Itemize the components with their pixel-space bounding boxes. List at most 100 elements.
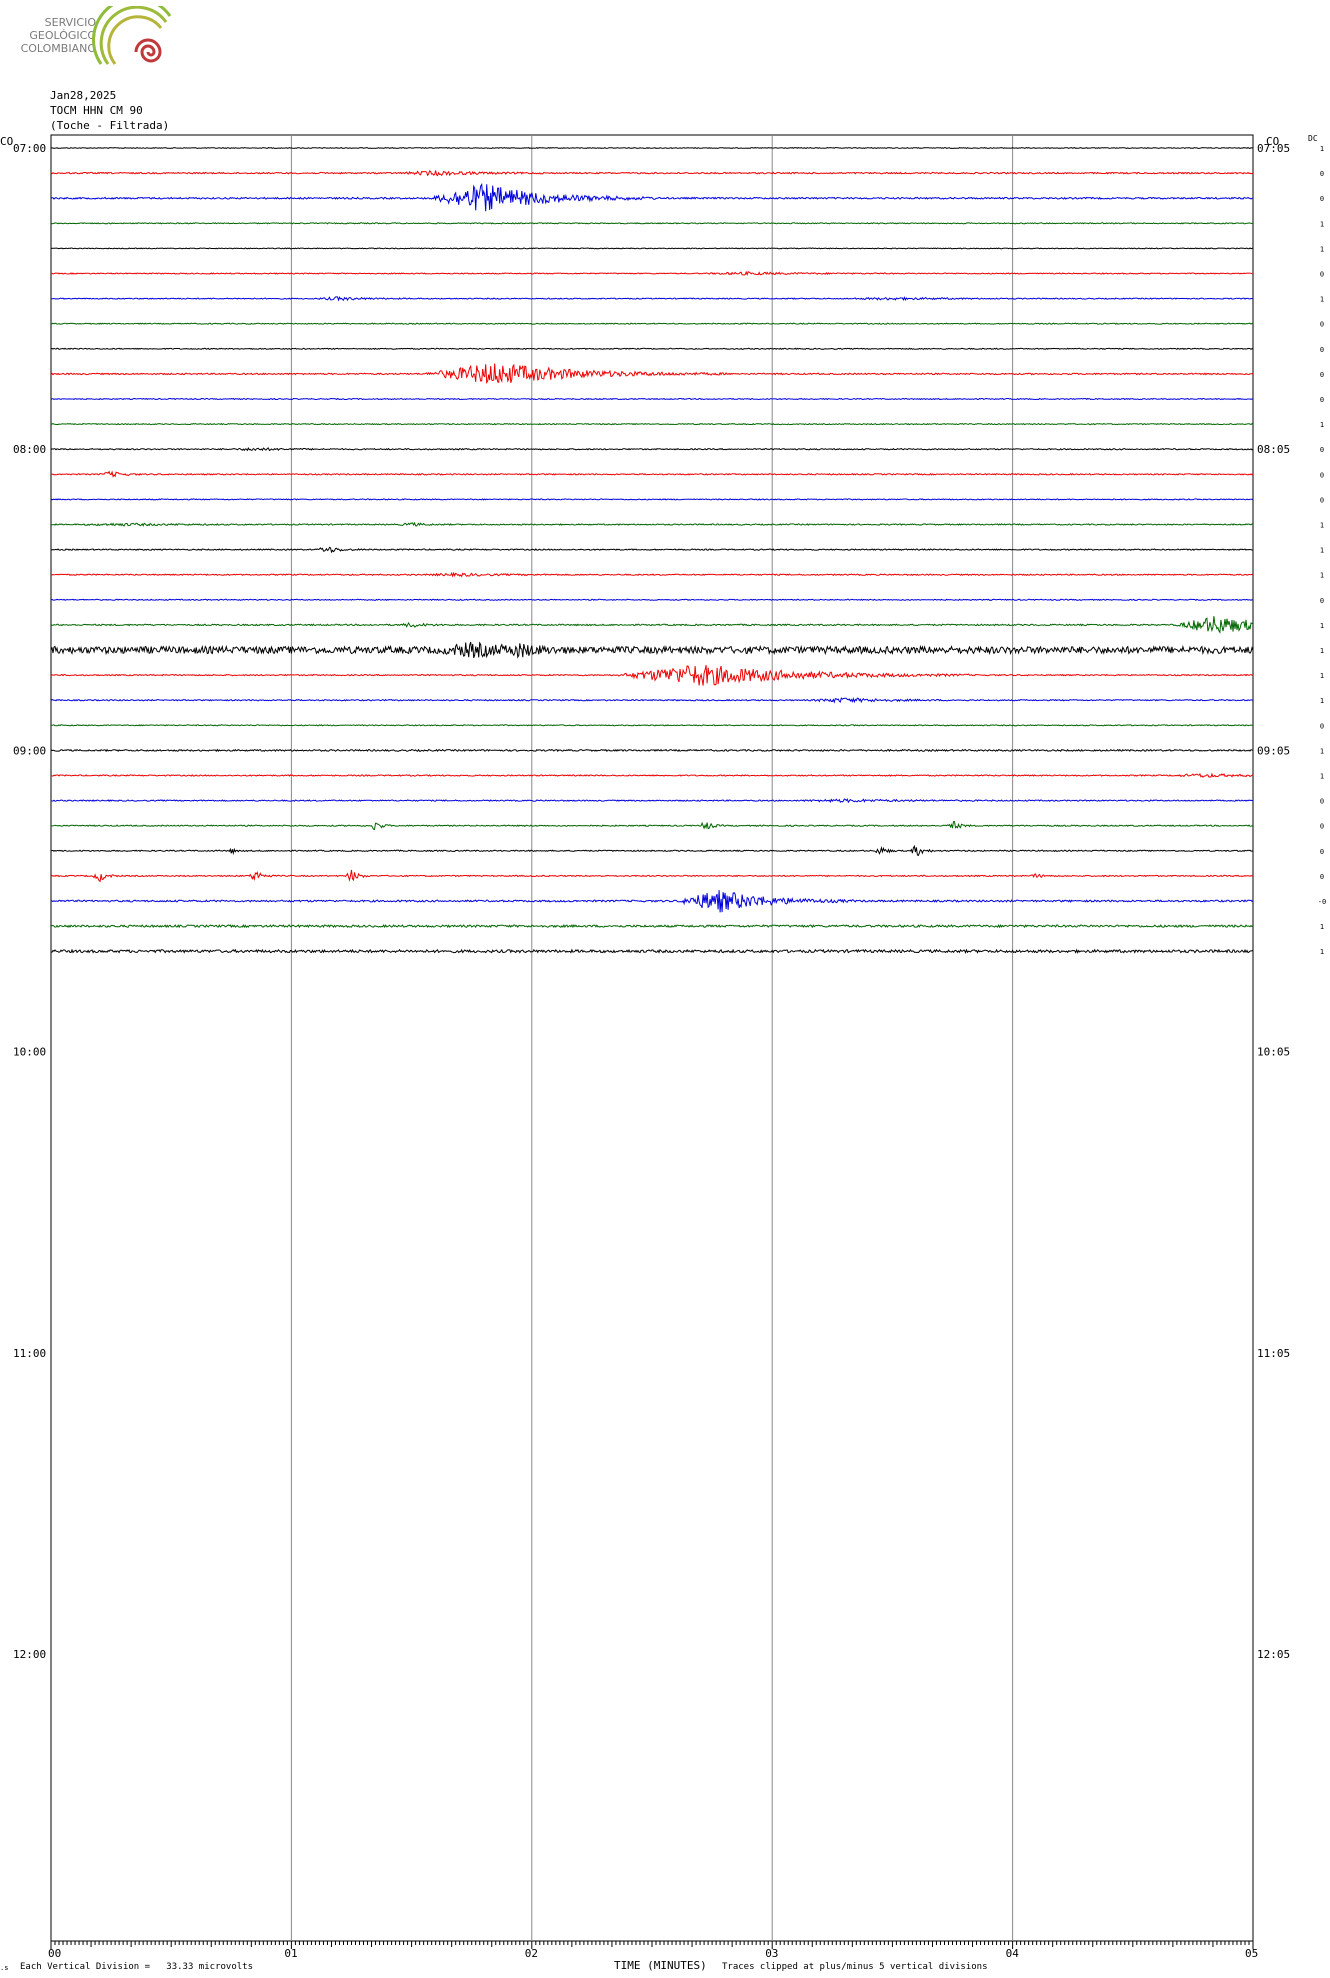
trace-row-6 bbox=[50, 296, 1254, 302]
dc-value: 0 bbox=[1320, 496, 1324, 504]
hour-label-right: 12:05 bbox=[1257, 1648, 1290, 1661]
trace-row-4 bbox=[50, 247, 1254, 250]
header-location: (Toche - Filtrada) bbox=[50, 119, 170, 132]
trace-row-17 bbox=[50, 571, 1254, 578]
trace-row-15 bbox=[50, 521, 1254, 527]
dc-value: 0 bbox=[1320, 848, 1324, 856]
footer-mark: .s bbox=[0, 1964, 9, 1972]
logo-spiral-icon bbox=[91, 6, 172, 65]
trace-row-7 bbox=[50, 322, 1254, 325]
dc-value: 1 bbox=[1320, 672, 1324, 680]
trace-row-27 bbox=[50, 821, 1254, 831]
dc-value: 1 bbox=[1320, 773, 1324, 781]
footer-scale-note: Each Vertical Division = 33.33 microvolt… bbox=[20, 1962, 253, 1972]
logo-line-3: COLOMBIANO bbox=[20, 42, 96, 55]
dc-value: 1 bbox=[1320, 145, 1324, 153]
dc-value: 1 bbox=[1320, 923, 1324, 931]
hour-label-right: 11:05 bbox=[1257, 1347, 1290, 1360]
trace-row-11 bbox=[50, 422, 1254, 426]
logo-line-2: GEOLÓGICO bbox=[29, 29, 96, 42]
trace-row-16 bbox=[50, 546, 1254, 554]
dc-value: 0 bbox=[1320, 798, 1324, 806]
dc-value: 0 bbox=[1320, 873, 1324, 881]
dc-value: 0 bbox=[1320, 597, 1324, 605]
dc-value: -0 bbox=[1318, 898, 1326, 906]
hour-label-left: 10:00 bbox=[13, 1046, 46, 1059]
trace-row-21 bbox=[50, 664, 1254, 686]
trace-row-8 bbox=[50, 347, 1254, 351]
dc-value: 0 bbox=[1320, 371, 1324, 379]
trace-row-13 bbox=[50, 470, 1254, 478]
trace-row-32 bbox=[50, 948, 1254, 954]
trace-row-12 bbox=[50, 447, 1254, 452]
dc-value: 1 bbox=[1320, 948, 1324, 956]
hour-label-right: 10:05 bbox=[1257, 1046, 1290, 1059]
trace-row-26 bbox=[50, 798, 1254, 804]
dc-value: 1 bbox=[1320, 522, 1324, 530]
corner-label-left: CO bbox=[0, 135, 14, 148]
hour-label-left: 09:00 bbox=[13, 744, 46, 757]
dc-value: 1 bbox=[1320, 622, 1324, 630]
trace-row-9 bbox=[50, 363, 1254, 384]
x-tick-label: 00 bbox=[48, 1947, 61, 1960]
trace-row-20 bbox=[50, 641, 1254, 659]
plot-frame bbox=[50, 134, 1254, 1942]
trace-row-19 bbox=[50, 616, 1254, 634]
dc-value: 1 bbox=[1320, 220, 1324, 228]
trace-row-5 bbox=[50, 270, 1254, 277]
header-date: Jan28,2025 bbox=[50, 89, 117, 102]
hour-label-left: 07:00 bbox=[13, 142, 46, 155]
logo-text: SERVICIO GEOLÓGICO COLOMBIANO bbox=[6, 16, 96, 55]
dc-value: 0 bbox=[1320, 346, 1324, 354]
hour-label-right: 07:05 bbox=[1257, 142, 1290, 155]
trace-row-29 bbox=[50, 869, 1254, 883]
header-station: TOCM HHN CM 90 bbox=[50, 104, 143, 117]
hour-label-left: 11:00 bbox=[13, 1347, 46, 1360]
trace-row-2 bbox=[50, 182, 1254, 212]
footer-clip-note: Traces clipped at plus/minus 5 vertical … bbox=[722, 1962, 988, 1972]
trace-row-22 bbox=[50, 697, 1254, 704]
hour-label-left: 12:00 bbox=[13, 1648, 46, 1661]
trace-row-1 bbox=[50, 170, 1254, 177]
x-tick-label: 05 bbox=[1245, 1947, 1258, 1960]
x-tick-label: 03 bbox=[765, 1947, 778, 1960]
trace-row-28 bbox=[51, 844, 1254, 857]
dc-value: 0 bbox=[1320, 471, 1324, 479]
dc-label: DC bbox=[1308, 134, 1318, 143]
dc-value: 0 bbox=[1320, 446, 1324, 454]
dc-value: 0 bbox=[1320, 396, 1324, 404]
x-axis-label: TIME (MINUTES) bbox=[614, 1959, 707, 1972]
trace-row-25 bbox=[50, 772, 1254, 778]
dc-value: 0 bbox=[1320, 170, 1324, 178]
x-tick-label: 02 bbox=[525, 1947, 538, 1960]
trace-row-30 bbox=[50, 890, 1254, 913]
dc-value: 1 bbox=[1320, 697, 1324, 705]
x-tick-label: 01 bbox=[284, 1947, 297, 1960]
dc-value: 1 bbox=[1320, 547, 1324, 555]
trace-row-18 bbox=[50, 598, 1254, 601]
dc-value: 0 bbox=[1320, 321, 1324, 329]
trace-row-24 bbox=[50, 748, 1253, 753]
dc-value: 1 bbox=[1320, 747, 1324, 755]
trace-row-0 bbox=[50, 146, 1254, 150]
trace-row-14 bbox=[50, 498, 1254, 501]
trace-row-10 bbox=[50, 397, 1254, 401]
x-tick-label: 04 bbox=[1006, 1947, 1020, 1960]
trace-row-23 bbox=[50, 724, 1254, 727]
dc-value: 1 bbox=[1320, 296, 1324, 304]
sgc-logo: SERVICIO GEOLÓGICO COLOMBIANO bbox=[6, 6, 176, 68]
hour-label-right: 09:05 bbox=[1257, 744, 1290, 757]
trace-row-31 bbox=[50, 923, 1254, 929]
trace-row-3 bbox=[50, 222, 1254, 225]
dc-value: 1 bbox=[1320, 421, 1324, 429]
logo-line-1: SERVICIO bbox=[44, 16, 96, 29]
hour-label-left: 08:00 bbox=[13, 443, 46, 456]
hour-label-right: 08:05 bbox=[1257, 443, 1290, 456]
dc-value: 1 bbox=[1320, 647, 1324, 655]
dc-value: 0 bbox=[1320, 195, 1324, 203]
dc-value: 1 bbox=[1320, 572, 1324, 580]
dc-value: 0 bbox=[1320, 271, 1324, 279]
dc-value: 0 bbox=[1320, 722, 1324, 730]
corner-label-right: CO bbox=[1266, 135, 1280, 148]
